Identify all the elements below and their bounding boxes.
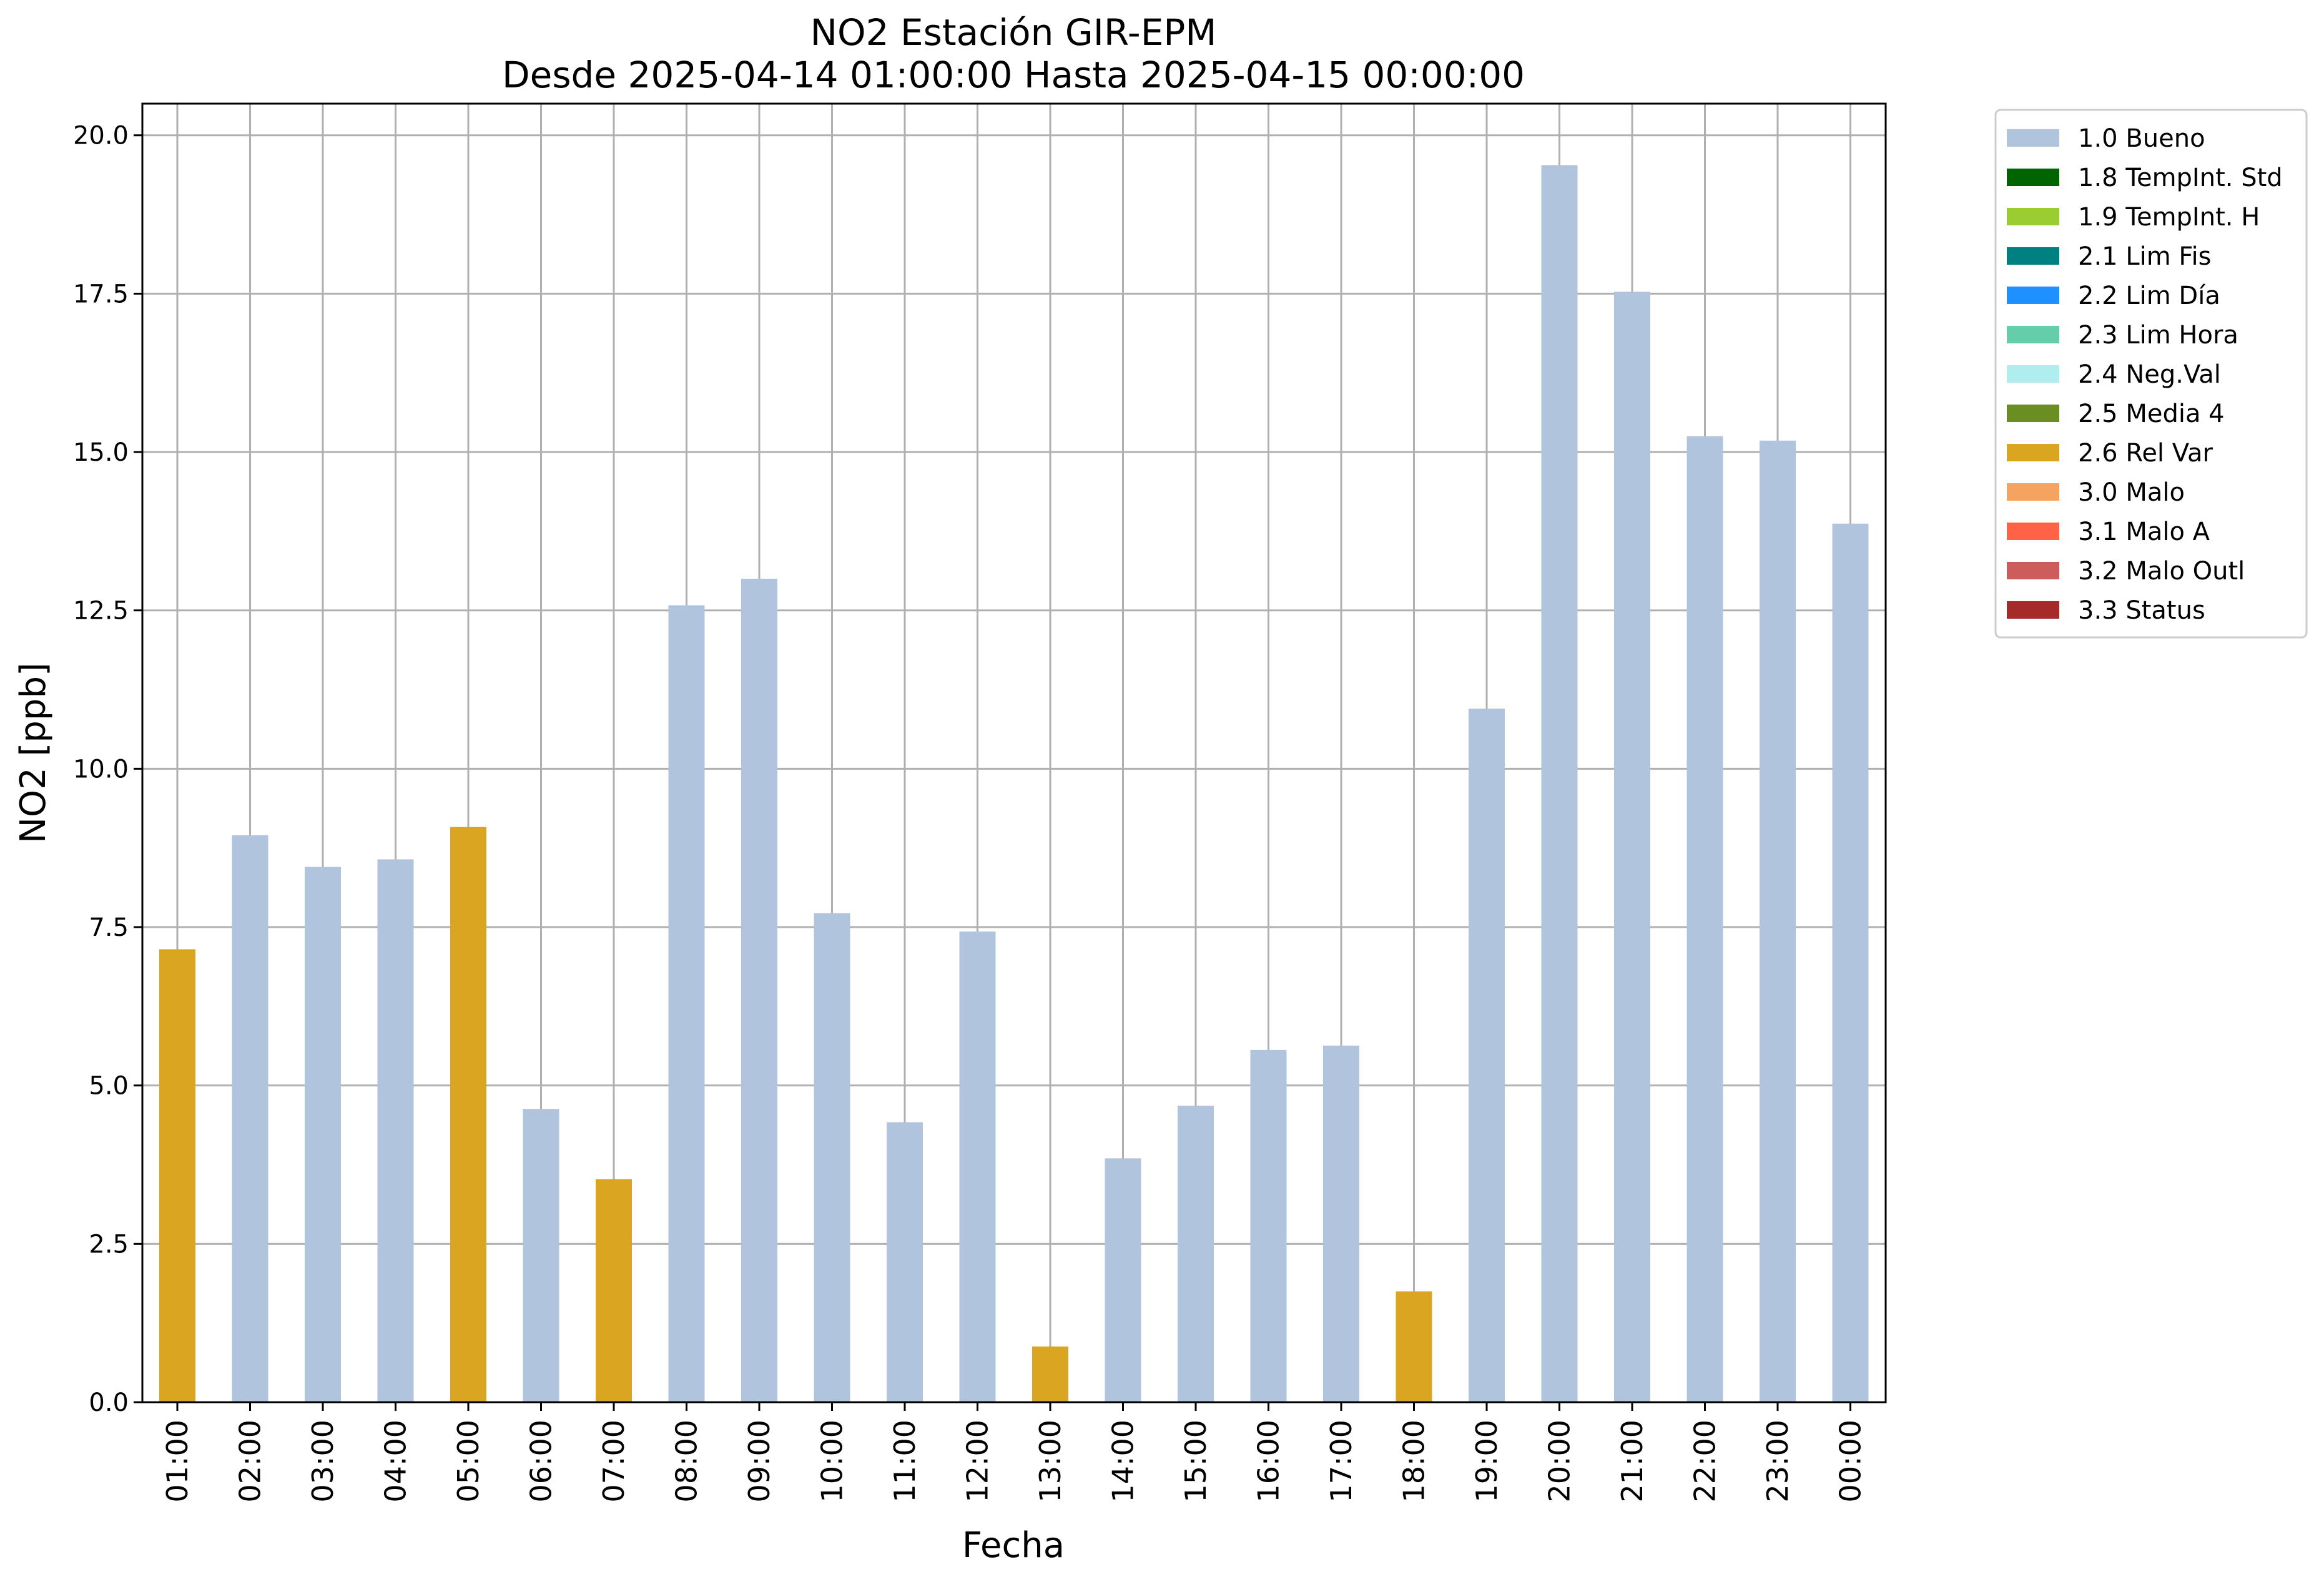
y-tick-label: 15.0 bbox=[73, 438, 129, 467]
legend-swatch bbox=[2007, 287, 2059, 304]
x-tick-label: 05:00 bbox=[451, 1420, 485, 1503]
y-tick-label: 20.0 bbox=[73, 122, 129, 150]
legend: 1.0 Bueno 1.8 TempInt. Std 1.9 TempInt. H 2… bbox=[1994, 109, 2308, 639]
y-axis-label: NO2 [ppb] bbox=[13, 662, 54, 843]
bar-1600 bbox=[1250, 1049, 1287, 1402]
x-tick-label: 01:00 bbox=[160, 1420, 194, 1503]
legend-label: 2.6 Rel Var bbox=[2078, 439, 2213, 468]
bar-0900 bbox=[741, 578, 777, 1402]
x-tick-label: 19:00 bbox=[1470, 1420, 1504, 1503]
legend-swatch bbox=[2007, 483, 2059, 501]
legend-swatch bbox=[2007, 326, 2059, 343]
bar-0300 bbox=[305, 867, 341, 1402]
x-tick-label: 00:00 bbox=[1834, 1420, 1868, 1503]
x-tick-label: 21:00 bbox=[1615, 1420, 1649, 1503]
legend-label: 1.9 TempInt. H bbox=[2078, 203, 2260, 232]
legend-swatch bbox=[2007, 444, 2059, 461]
x-tick-label: 22:00 bbox=[1688, 1420, 1722, 1503]
y-tick-label: 7.5 bbox=[89, 913, 129, 942]
bar-0200 bbox=[232, 835, 268, 1402]
bar-0000 bbox=[1832, 523, 1869, 1403]
legend-box bbox=[1994, 109, 2308, 639]
legend-label: 2.3 Lim Hora bbox=[2078, 321, 2238, 350]
x-tick-label: 10:00 bbox=[815, 1420, 849, 1503]
bars bbox=[159, 165, 1869, 1403]
bar-0500 bbox=[450, 827, 486, 1402]
bar-2000 bbox=[1541, 165, 1578, 1402]
bar-1800 bbox=[1396, 1291, 1432, 1402]
bar-1200 bbox=[959, 931, 996, 1402]
chart-subtitle: Desde 2025-04-14 01:00:00 Hasta 2025-04-… bbox=[502, 54, 1525, 96]
x-tick-label: 06:00 bbox=[524, 1420, 558, 1503]
legend-label: 2.1 Lim Fis bbox=[2078, 242, 2211, 271]
x-tick-label: 04:00 bbox=[379, 1420, 413, 1503]
y-tick-label: 12.5 bbox=[73, 597, 129, 626]
legend-label: 1.0 Bueno bbox=[2078, 124, 2205, 153]
bar-0600 bbox=[523, 1109, 559, 1402]
bar-1000 bbox=[814, 913, 850, 1402]
x-axis-label: Fecha bbox=[962, 1525, 1065, 1566]
y-tick-label: 0.0 bbox=[89, 1388, 129, 1417]
x-tick-label: 16:00 bbox=[1252, 1420, 1286, 1503]
legend-swatch bbox=[2007, 601, 2059, 619]
bar-1500 bbox=[1178, 1106, 1214, 1402]
x-tick-label: 14:00 bbox=[1106, 1420, 1140, 1503]
bar-0700 bbox=[596, 1179, 632, 1402]
legend-label: 2.5 Media 4 bbox=[2078, 400, 2225, 428]
x-axis: 01:00 02:00 03:00 04:00 05:00 06:00 07:00 08:00… bbox=[160, 1402, 1868, 1503]
legend-label: 2.4 Neg.Val bbox=[2078, 360, 2221, 389]
bar-1400 bbox=[1105, 1158, 1141, 1402]
legend-label: 3.3 Status bbox=[2078, 596, 2205, 625]
x-tick-label: 23:00 bbox=[1761, 1420, 1795, 1503]
bar-2300 bbox=[1760, 440, 1796, 1402]
chart-title: NO2 Estación GIR-EPM bbox=[810, 11, 1217, 54]
x-tick-label: 18:00 bbox=[1397, 1420, 1431, 1503]
bar-1300 bbox=[1032, 1346, 1068, 1402]
bar-2200 bbox=[1686, 436, 1723, 1403]
legend-swatch bbox=[2007, 405, 2059, 422]
x-tick-label: 20:00 bbox=[1543, 1420, 1577, 1503]
x-tick-label: 09:00 bbox=[742, 1420, 776, 1503]
x-tick-label: 15:00 bbox=[1179, 1420, 1213, 1503]
legend-swatch bbox=[2007, 208, 2059, 225]
legend-label: 3.0 Malo bbox=[2078, 478, 2185, 507]
y-tick-label: 17.5 bbox=[73, 280, 129, 308]
x-tick-label: 03:00 bbox=[306, 1420, 340, 1503]
x-tick-label: 02:00 bbox=[234, 1420, 267, 1503]
legend-label: 1.8 TempInt. Std bbox=[2078, 164, 2283, 192]
legend-label: 3.1 Malo A bbox=[2078, 518, 2210, 546]
legend-label: 2.2 Lim Día bbox=[2078, 282, 2220, 310]
x-tick-label: 17:00 bbox=[1324, 1420, 1358, 1503]
legend-swatch bbox=[2007, 247, 2059, 265]
legend-label: 3.2 Malo Outl bbox=[2078, 557, 2245, 586]
bar-1700 bbox=[1323, 1045, 1359, 1402]
legend-swatch bbox=[2007, 562, 2059, 579]
bar-0400 bbox=[377, 859, 414, 1402]
plot-frame bbox=[141, 102, 1887, 1403]
y-axis: 0.0 2.5 5.0 7.5 10.0 12.5 15.0 17.5 20.0 bbox=[73, 122, 142, 1417]
x-tick-label: 08:00 bbox=[670, 1420, 704, 1503]
x-tick-label: 07:00 bbox=[597, 1420, 631, 1503]
bar-2100 bbox=[1614, 292, 1650, 1403]
x-tick-label: 11:00 bbox=[888, 1420, 922, 1503]
y-tick-label: 5.0 bbox=[89, 1072, 129, 1101]
bar-0100 bbox=[159, 949, 195, 1402]
legend-swatch bbox=[2007, 129, 2059, 147]
legend-swatch bbox=[2007, 523, 2059, 540]
legend-swatch bbox=[2007, 365, 2059, 383]
y-tick-label: 2.5 bbox=[89, 1230, 129, 1259]
x-tick-label: 13:00 bbox=[1033, 1420, 1067, 1503]
x-tick-label: 12:00 bbox=[961, 1420, 995, 1503]
legend-swatch bbox=[2007, 169, 2059, 186]
y-tick-label: 10.0 bbox=[73, 755, 129, 784]
bar-1900 bbox=[1469, 708, 1505, 1402]
bar-1100 bbox=[887, 1122, 923, 1402]
bar-0800 bbox=[668, 605, 705, 1402]
